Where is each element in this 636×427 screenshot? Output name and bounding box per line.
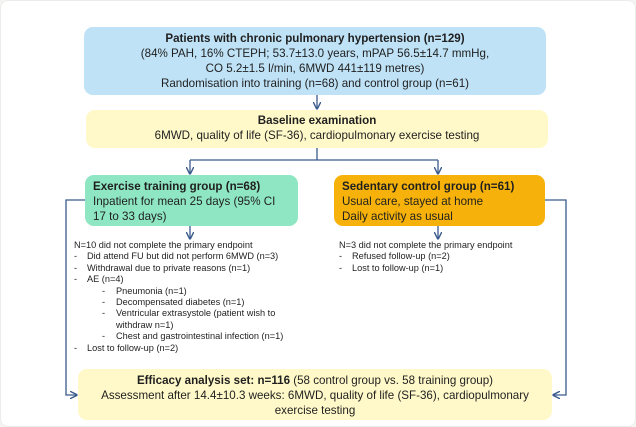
- efficacy-title: Efficacy analysis set: n=116: [136, 374, 291, 387]
- randomisation-text: Randomisation into training (n=68) and c…: [160, 77, 470, 90]
- bullet-dash: -: [102, 331, 106, 342]
- bullet-dash: -: [102, 285, 106, 296]
- control-dropout-item: - Lost to follow-up (n=1): [339, 263, 512, 274]
- bullet-dash: -: [74, 274, 78, 285]
- ae-subitem: - Ventricular extrasystole (patient wish …: [74, 308, 283, 319]
- exercise-group-box: Exercise training group (n=68) Inpatient…: [85, 175, 298, 226]
- control-dropout-item-text: Refused follow-up (n=2): [352, 251, 450, 262]
- ae-subitem: - Pneumonia (n=1): [74, 286, 283, 297]
- baseline-title: Baseline examination: [257, 114, 377, 127]
- efficacy-title-rest: (58 control group vs. 58 training group): [290, 374, 494, 387]
- baseline-description: 6MWD, quality of life (SF-36), cardiopul…: [154, 129, 480, 142]
- efficacy-analysis-box: Efficacy analysis set: n=116 (58 control…: [78, 369, 552, 420]
- arrow-control-to-efficacy: [545, 199, 567, 395]
- control-group-detail-1: Usual care, stayed at home: [342, 195, 484, 208]
- bullet-dash: -: [74, 262, 78, 273]
- exercise-dropout-item: - AE (n=4): [74, 274, 283, 285]
- exercise-group-detail-2: 17 to 33 days): [93, 210, 167, 223]
- exercise-dropout-header: N=10 did not complete the primary endpoi…: [74, 240, 253, 250]
- patients-box: Patients with chronic pulmonary hyperten…: [84, 27, 546, 95]
- exercise-group-detail-1: Inpatient for mean 25 days (95% CI: [93, 195, 276, 208]
- bullet-dash: -: [74, 342, 78, 353]
- control-group-detail-2: Daily activity as usual: [342, 210, 453, 223]
- exercise-dropout-item-text: Withdrawal due to private reasons (n=1): [87, 262, 251, 273]
- patients-demographics: (84% PAH, 16% CTEPH; 53.7±13.0 years, mP…: [140, 47, 490, 60]
- bullet-dash: -: [339, 251, 343, 262]
- efficacy-assessment-cont: exercise testing: [274, 404, 356, 417]
- exercise-dropout-notes: N=10 did not complete the primary endpoi…: [74, 240, 283, 354]
- control-dropout-item: - Refused follow-up (n=2): [339, 251, 512, 262]
- baseline-box: Baseline examination 6MWD, quality of li…: [86, 110, 548, 148]
- efficacy-title-line: Efficacy analysis set: n=116 (58 control…: [78, 373, 552, 388]
- bullet-dash: -: [102, 308, 106, 319]
- exercise-group-title: Exercise training group (n=68): [93, 180, 261, 193]
- control-dropout-item-text: Lost to follow-up (n=1): [352, 262, 444, 273]
- ae-subitem-text: Ventricular extrasystole (patient wish t…: [116, 308, 276, 319]
- exercise-dropout-item: - Did attend FU but did not perform 6MWD …: [74, 251, 283, 262]
- ae-subitem: - Chest and gastrointestinal infection (n…: [74, 331, 283, 342]
- exercise-dropout-item: - Lost to follow-up (n=2): [74, 343, 283, 354]
- patients-title: Patients with chronic pulmonary hyperten…: [165, 32, 465, 45]
- exercise-dropout-item-text: Lost to follow-up (n=2): [87, 342, 179, 353]
- efficacy-assessment: Assessment after 14.4±10.3 weeks: 6MWD, …: [101, 389, 529, 402]
- control-dropout-notes: N=3 did not complete the primary endpoin…: [339, 240, 512, 274]
- arrow-exercise-to-efficacy: [65, 199, 85, 395]
- bullet-dash: -: [102, 297, 106, 308]
- bullet-dash: -: [339, 262, 343, 273]
- exercise-dropout-item-text: Did attend FU but did not perform 6MWD (…: [87, 251, 279, 262]
- control-group-box: Sedentary control group (n=61) Usual car…: [334, 175, 545, 226]
- ae-subitem: - Decompensated diabetes (n=1): [74, 297, 283, 308]
- control-group-title: Sedentary control group (n=61): [342, 180, 515, 193]
- ae-subitem-text: Decompensated diabetes (n=1): [116, 297, 245, 308]
- patients-measurements: CO 5.2±1.5 l/min, 6MWD 441±119 metres): [205, 62, 425, 75]
- exercise-dropout-item: - Withdrawal due to private reasons (n=1): [74, 263, 283, 274]
- bullet-dash: -: [74, 251, 78, 262]
- control-dropout-header: N=3 did not complete the primary endpoin…: [339, 240, 513, 250]
- ae-subitem-continuation: withdraw n=1): [116, 319, 174, 330]
- exercise-dropout-item-text: AE (n=4): [87, 274, 124, 285]
- ae-subitem-text: Chest and gastrointestinal infection (n=…: [116, 331, 284, 342]
- ae-subitem-text: Pneumonia (n=1): [116, 285, 187, 296]
